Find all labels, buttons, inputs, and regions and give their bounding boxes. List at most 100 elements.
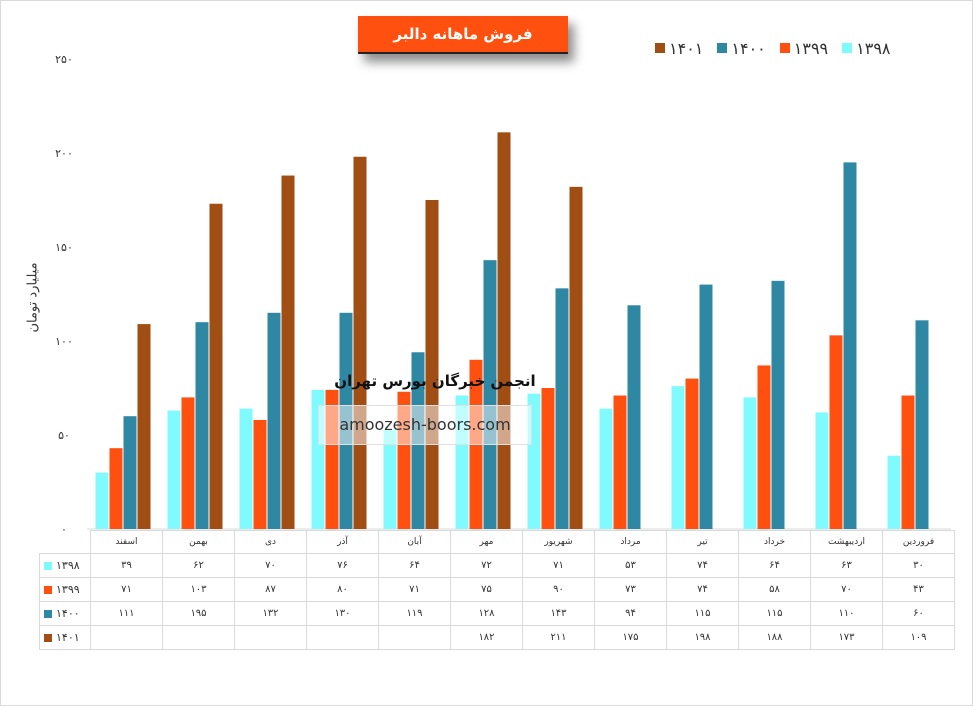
data-table: اسفند بهمن دی آذر آبان مهر شهریور مرداد تیر خرداد… [39,530,955,650]
table-row-label: ۱۳۹۹ [39,577,91,602]
table-cell: ۱۹۸ [666,625,739,650]
table-series-name: ۱۳۹۸ [56,559,80,572]
legend-label: ۱۳۹۹ [793,38,829,58]
x-tick-label: آذر [306,530,379,554]
table-cell: ۱۱۵ [738,601,811,626]
bar [915,320,929,529]
table-row: ۱۴۰۱ ۱۸۲ ۲۱۱ ۱۷۵ ۱۹۸ ۱۸۸ ۱۷۳ ۱۰۹ [39,625,955,650]
y-tick-label: ۲۵۰ [55,53,73,66]
table-series-name: ۱۳۹۹ [56,583,80,596]
table-cell [90,625,163,650]
table-cell: ۱۷۵ [594,625,667,650]
table-cell: ۳۰ [882,553,955,578]
bar [771,280,785,529]
table-cell: ۱۳۰ [306,601,379,626]
bar [167,410,181,529]
table-cell: ۶۲ [162,553,235,578]
table-cell: ۷۱ [522,553,595,578]
y-tick-label: ۱۵۰ [55,241,73,254]
table-row: ۱۳۹۸ ۳۹ ۶۲ ۷۰ ۷۶ ۶۴ ۷۲ ۷۱ ۵۳ ۷۴ ۶۴ ۶۳ ۳۰ [39,553,955,578]
x-tick-label: مهر [450,530,523,554]
table-swatch [44,586,52,594]
bar [613,395,627,529]
legend-item: ۱۴۰۱ [655,38,703,58]
table-cell: ۱۱۵ [666,601,739,626]
x-tick-label: خرداد [738,530,811,554]
table-cell: ۱۰۳ [162,577,235,602]
table-cell: ۱۹۵ [162,601,235,626]
table-swatch [44,634,52,642]
table-cell [234,625,307,650]
table-swatch [44,562,52,570]
table-cell: ۷۰ [234,553,307,578]
bar [555,288,569,529]
bar [671,386,685,529]
chart-title: فروش ماهانه دالبر [358,16,568,54]
bar [541,388,555,529]
table-cell: ۶۴ [738,553,811,578]
table-cell: ۱۸۸ [738,625,811,650]
table-cell: ۱۳۲ [234,601,307,626]
x-tick-label: مرداد [594,530,667,554]
legend-label: ۱۴۰۱ [669,38,704,58]
table-cell: ۵۳ [594,553,667,578]
legend-swatch [842,43,853,53]
bar [901,395,915,529]
table-cell: ۷۲ [450,553,523,578]
table-cell: ۱۱۰ [810,601,883,626]
legend-swatch [717,43,728,53]
table-cell: ۷۶ [306,553,379,578]
table-cell: ۱۰۹ [882,625,955,650]
table-cell: ۷۳ [594,577,667,602]
table-cell: ۷۴ [666,577,739,602]
bar [195,322,209,529]
table-row: ۱۴۰۰ ۱۱۱ ۱۹۵ ۱۳۲ ۱۳۰ ۱۱۹ ۱۲۸ ۱۴۳ ۹۴ ۱۱۵ ۱۱۵ ۱۱۰ ۶۰ [39,601,955,626]
table-cell: ۶۳ [810,553,883,578]
table-cell: ۱۱۹ [378,601,451,626]
bar [267,312,281,529]
table-series-name: ۱۴۰۰ [56,607,80,620]
table-cell: ۹۰ [522,577,595,602]
table-series-name: ۱۴۰۱ [56,631,80,644]
bar [743,397,757,529]
legend-swatch [779,43,790,53]
bar [95,472,109,529]
bar [353,156,367,529]
table-cell: ۵۸ [738,577,811,602]
bar [627,305,641,529]
y-axis-label: میلیارد تومان [25,262,41,333]
table-cell: ۷۱ [378,577,451,602]
legend-swatch [655,43,665,53]
bar [137,324,151,529]
bar [829,335,843,529]
table-cell: ۷۰ [810,577,883,602]
y-tick-label: ۵۰ [58,429,70,442]
watermark-title: انجمن خبرگان بورس تهران [334,372,536,390]
table-cell: ۱۸۲ [450,625,523,650]
bar [209,203,223,529]
bar [887,455,901,529]
table-row-label: ۱۴۰۰ [39,601,91,626]
table-cell: ۷۱ [90,577,163,602]
legend-item: ۱۳۹۸ [842,38,891,58]
table-cell: ۱۲۸ [450,601,523,626]
x-tick-label: آبان [378,530,451,554]
table-cell [378,625,451,650]
x-tick-label: شهریور [522,530,595,554]
x-tick-label: دی [234,530,307,554]
x-tick-label: اردیبهشت [810,530,883,554]
table-cell [162,625,235,650]
table-corner [39,530,91,554]
table-cell: ۷۵ [450,577,523,602]
table-cell: ۱۷۳ [810,625,883,650]
x-tick-label: اسفند [90,530,163,554]
bar [757,365,771,529]
legend-label: ۱۳۹۸ [856,38,891,58]
y-tick-label: ۱۰۰ [55,335,73,348]
bar [843,162,857,529]
table-cell: ۲۱۱ [522,625,595,650]
chart-legend: ۱۳۹۸ ۱۳۹۹ ۱۴۰۰ ۱۴۰۱ [655,38,891,58]
table-cell: ۶۴ [378,553,451,578]
table-cell [306,625,379,650]
table-cell: ۱۱۱ [90,601,163,626]
